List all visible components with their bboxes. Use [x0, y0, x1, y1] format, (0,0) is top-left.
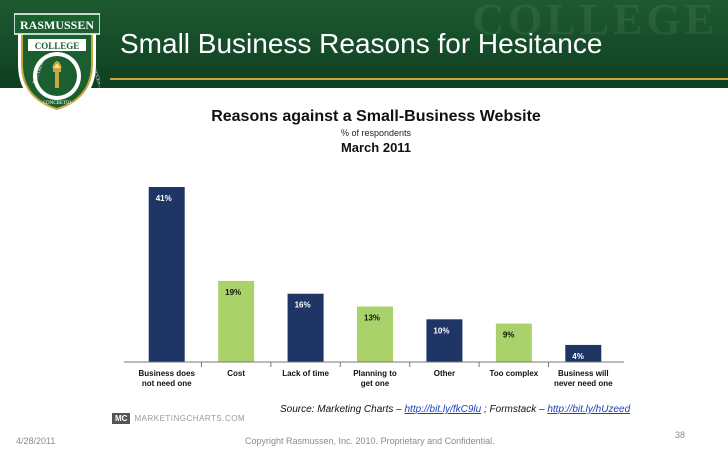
logo-name: RASMUSSEN: [20, 18, 94, 32]
chart-bar: [218, 280, 255, 362]
logo-motto-right: SUCCESSIO: [90, 66, 100, 93]
footer-copyright: Copyright Rasmussen, Inc. 2010. Propriet…: [245, 436, 495, 446]
chart-bar: [357, 306, 393, 362]
header-watermark: COLLEGE: [472, 0, 718, 44]
chart-bar: [565, 344, 602, 362]
logo-motto-bottom: CONCRETIO: [43, 101, 72, 106]
chart-date: March 2011: [340, 140, 412, 155]
bar-value-label: 16%: [295, 301, 311, 310]
category-label: Business will never need one: [554, 369, 613, 388]
category-label: Business does not need one: [138, 369, 195, 388]
source-link-marketing-charts[interactable]: http://bit.ly/fkC9lu: [404, 404, 482, 415]
chart-plot-area: 41% Business does not need one 19% Cost 16% La…: [124, 187, 624, 388]
source-separator: ; Formstack –: [481, 404, 548, 415]
chart-bar: [148, 187, 185, 362]
logo-college-band: [28, 39, 86, 51]
page-number: 38: [675, 430, 686, 440]
bar-value-label: 4%: [572, 352, 584, 361]
logo-college-text: COLLEGE: [35, 41, 80, 51]
source-link-formstack[interactable]: http://bit.ly/hUzeed: [547, 404, 631, 415]
bar-value-label: 9%: [503, 331, 515, 340]
category-label: Too complex: [489, 369, 538, 378]
header-gold-rule: [110, 78, 728, 80]
category-label: Other: [434, 369, 455, 378]
rasmussen-college-logo: RASMUSSEN COLLEGE DOCTRINA CONCRETIO SUC…: [14, 13, 100, 114]
mc-badge: MC: [112, 413, 131, 424]
bar-value-label: 10%: [433, 326, 449, 335]
category-label: Planning to get one: [353, 369, 397, 388]
marketingcharts-logo: MC MARKETINGCHARTS.COM: [112, 408, 245, 426]
torch-icon: [52, 61, 62, 88]
source-prefix: Source: Marketing Charts –: [280, 404, 405, 415]
slide-title: Small Business Reasons for Hesitance: [120, 28, 603, 59]
chart-bar: [287, 293, 324, 362]
chart-bar: [495, 323, 532, 362]
bar-value-label: 13%: [364, 314, 380, 323]
category-label: Cost: [227, 369, 245, 378]
source-citation: Source: Marketing Charts – http://bit.ly…: [280, 404, 630, 415]
bar-value-label: 41%: [156, 194, 172, 203]
category-label: Lack of time: [282, 369, 329, 378]
chart-bar: [426, 319, 463, 362]
chart-subtitle: % of respondents: [340, 128, 412, 138]
mc-logo-text: MARKETINGCHARTS.COM: [134, 414, 246, 423]
slide-header: COLLEGE Small Business Reasons for Hesit…: [0, 0, 728, 88]
bar-chart: Reasons against a Small-Business Website…: [110, 100, 640, 400]
chart-title: Reasons against a Small-Business Website: [211, 108, 541, 125]
footer-date: 4/28/2011: [16, 436, 56, 446]
logo-top-banner: [14, 13, 100, 35]
bar-value-label: 19%: [225, 288, 241, 297]
